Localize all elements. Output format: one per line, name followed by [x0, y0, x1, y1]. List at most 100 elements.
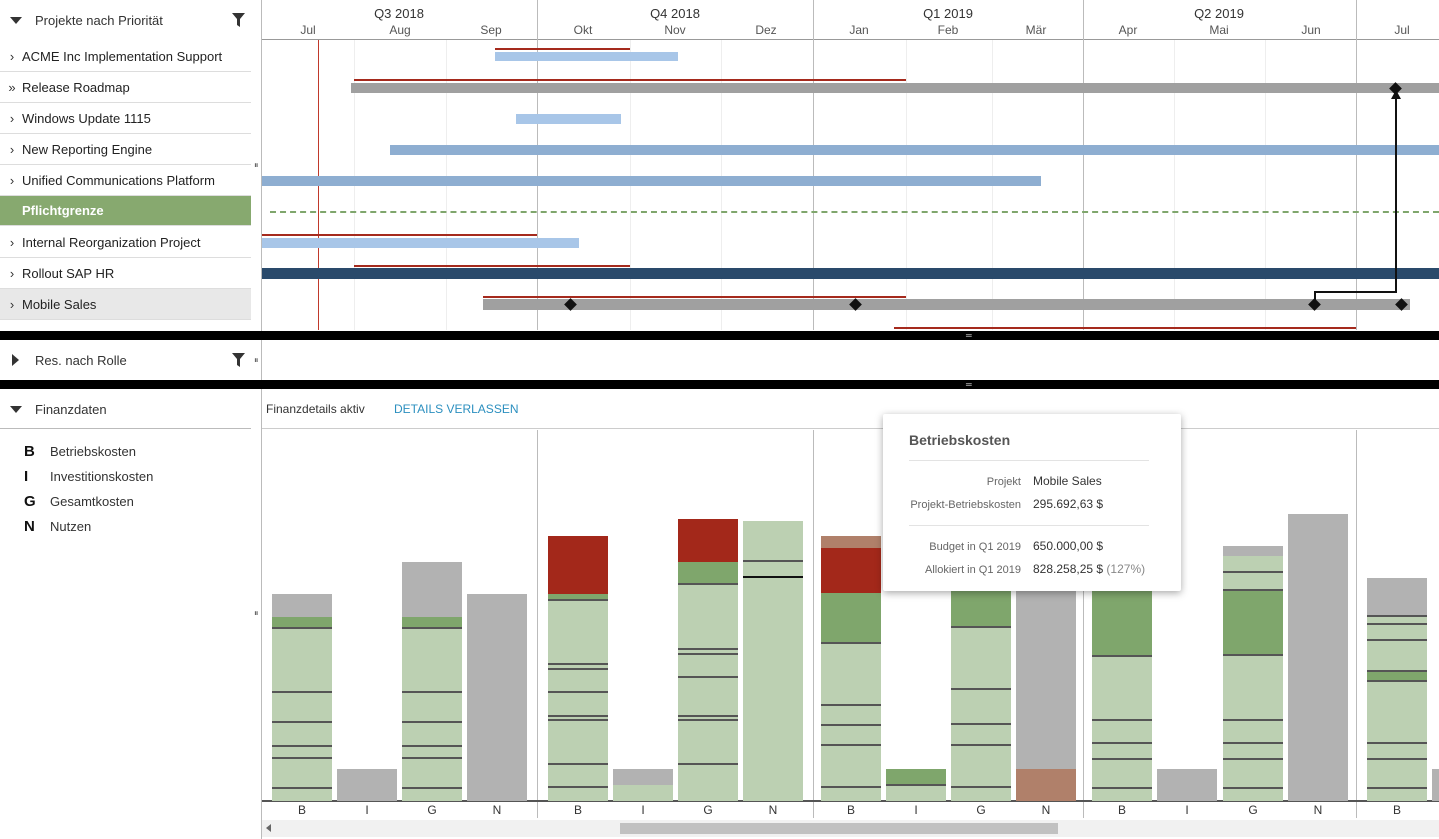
res-header[interactable]: Res. nach Rolle [0, 340, 251, 380]
res-header-title: Res. nach Rolle [35, 352, 127, 368]
legend-item: G Gesamtkosten [24, 493, 134, 510]
legend-key: I [24, 468, 29, 485]
finance-bar-I[interactable] [337, 769, 397, 801]
bar-label: N [1041, 803, 1051, 817]
resize-grip-icon[interactable]: ⏸ [254, 608, 259, 618]
legend-key: N [24, 518, 35, 535]
finance-bar-I[interactable] [886, 769, 946, 801]
scrollbar-thumb[interactable] [620, 823, 1058, 834]
section-separator[interactable] [0, 331, 1439, 340]
expand-chevron-icon[interactable]: › [9, 48, 15, 64]
finance-bar-B[interactable] [272, 594, 332, 801]
tooltip-alloc-label: Allokiert in Q1 2019 [925, 564, 1021, 576]
mandatory-line-label: Pflichtgrenze [22, 203, 104, 218]
tooltip-project-value: Mobile Sales [1033, 474, 1102, 488]
finance-bar-B[interactable] [548, 536, 608, 801]
deadline-marker [354, 79, 906, 81]
deadline-marker [483, 296, 906, 298]
resize-grip-icon[interactable]: ⏸ [254, 355, 259, 365]
project-row[interactable]: › Windows Update 1115 [0, 103, 251, 134]
expand-chevron-icon[interactable]: › [9, 172, 15, 188]
finance-bar-I[interactable] [1432, 769, 1439, 801]
month-label: Jul [1394, 23, 1410, 37]
quarter-label: Q1 2019 [923, 6, 973, 21]
project-row-selected[interactable]: › Mobile Sales [0, 289, 251, 320]
bar-label: I [641, 803, 645, 817]
month-label: Jun [1301, 23, 1321, 37]
gantt-bar[interactable] [495, 52, 678, 61]
collapse-icon[interactable] [10, 405, 22, 413]
finance-bar-G[interactable] [402, 562, 462, 801]
expand-icon[interactable] [12, 354, 19, 366]
tooltip-budget-value: 650.000,00 $ [1033, 539, 1104, 553]
legend-item: I Investitionskosten [24, 468, 153, 485]
horizontal-scrollbar[interactable] [262, 820, 1439, 837]
project-row[interactable]: › New Reporting Engine [0, 134, 251, 165]
bar-label: N [1313, 803, 1323, 817]
finance-bar-G[interactable] [678, 519, 738, 801]
panel-splitter[interactable] [261, 0, 262, 839]
finance-bar-I[interactable] [1157, 769, 1217, 801]
quarter-label: Q2 2019 [1194, 6, 1244, 21]
tooltip-alloc-percent: (127%) [1106, 562, 1146, 576]
scroll-left-icon[interactable] [266, 824, 271, 832]
filter-icon[interactable] [232, 353, 245, 367]
deadline-marker [262, 234, 537, 236]
collapse-icon[interactable] [10, 16, 22, 24]
expand-chevron-icon[interactable]: › [9, 265, 15, 281]
expand-double-chevron-icon[interactable]: » [8, 79, 16, 95]
gantt-bar[interactable] [390, 145, 1439, 155]
gantt-bar[interactable] [351, 83, 1439, 93]
finance-bar-I[interactable] [613, 769, 673, 801]
bar-label: N [492, 803, 502, 817]
mandatory-line [270, 211, 1439, 213]
tooltip-alloc-value: 828.258,25 $ [1033, 562, 1104, 576]
bar-label: G [703, 803, 713, 817]
drag-handle-icon[interactable]: ═ [966, 331, 972, 340]
gantt-bar[interactable] [262, 238, 579, 248]
legend-label: Betriebskosten [50, 444, 136, 459]
gantt-bar[interactable] [262, 176, 1041, 186]
expand-chevron-icon[interactable]: › [9, 296, 15, 312]
section-separator[interactable] [0, 380, 1439, 389]
gantt-bar[interactable] [262, 268, 1439, 279]
finance-bar-B[interactable] [1367, 578, 1427, 801]
finance-bar-B[interactable] [821, 536, 881, 801]
project-row[interactable]: » Release Roadmap [0, 72, 251, 103]
finance-bar-G[interactable] [1223, 546, 1283, 801]
expand-chevron-icon[interactable]: › [9, 141, 15, 157]
project-row[interactable]: › Rollout SAP HR [0, 258, 251, 289]
leave-details-link[interactable]: DETAILS VERLASSEN [394, 402, 519, 416]
finance-header[interactable]: Finanzdaten [0, 389, 251, 429]
finance-bar-N[interactable] [1016, 591, 1076, 801]
gantt-bar-selected[interactable] [483, 299, 1410, 310]
resize-grip-icon[interactable]: ⏸ [254, 160, 259, 170]
finance-bar-N[interactable] [467, 594, 527, 801]
deadline-marker [495, 48, 630, 50]
filter-icon[interactable] [232, 13, 245, 27]
project-row[interactable]: › Unified Communications Platform [0, 165, 251, 196]
expand-chevron-icon[interactable]: › [9, 110, 15, 126]
project-name: ACME Inc Implementation Support [22, 48, 223, 64]
project-name: Mobile Sales [22, 296, 97, 312]
finance-bar-B[interactable] [1092, 591, 1152, 801]
month-label: Dez [755, 23, 777, 37]
project-row[interactable]: › Internal Reorganization Project [0, 227, 251, 258]
expand-chevron-icon[interactable]: › [9, 234, 15, 250]
bar-label: I [365, 803, 369, 817]
gantt-bar[interactable] [516, 114, 621, 124]
tooltip-project-label: Projekt [986, 476, 1021, 488]
bar-label: G [976, 803, 986, 817]
finance-bar-N[interactable] [743, 521, 803, 801]
finance-bar-G[interactable] [951, 591, 1011, 801]
bar-label: G [1248, 803, 1258, 817]
month-label: Mai [1209, 23, 1229, 37]
finance-bar-N[interactable] [1288, 514, 1348, 801]
cost-tooltip: Betriebskosten Projekt Mobile Sales Proj… [883, 414, 1181, 591]
drag-handle-icon[interactable]: ═ [966, 380, 972, 389]
project-row[interactable]: › ACME Inc Implementation Support [0, 41, 251, 72]
projects-header[interactable]: Projekte nach Priorität [0, 0, 251, 40]
bar-label: G [427, 803, 437, 817]
month-label: Nov [664, 23, 686, 37]
month-label: Feb [937, 23, 959, 37]
